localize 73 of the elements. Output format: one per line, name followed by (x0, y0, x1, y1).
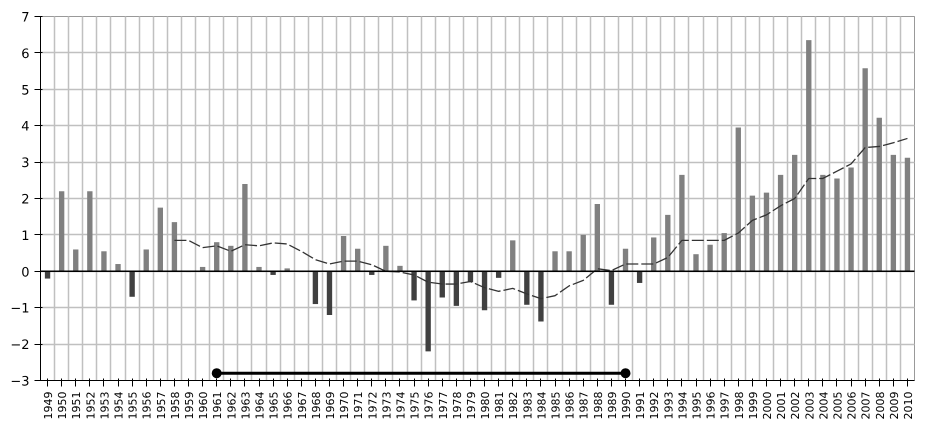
x-tick-label: 1964 (254, 391, 266, 420)
x-tick-label: 1970 (338, 391, 352, 420)
y-tick-label: 1 (21, 228, 30, 244)
x-tick-label: 1956 (140, 391, 154, 420)
y-tick-label: 4 (21, 120, 30, 135)
x-tick-label: 1958 (168, 391, 182, 420)
y-tick-label: 6 (21, 46, 30, 62)
x-tick-label: 1965 (268, 391, 281, 420)
x-tick-label: 1949 (42, 391, 56, 420)
x-tick-label: 1987 (578, 391, 591, 420)
x-tick-label: 1996 (704, 391, 718, 420)
x-tick-label: 1972 (366, 391, 380, 420)
x-tick-label: 1979 (464, 391, 478, 420)
x-tick-label: 2005 (831, 391, 844, 420)
x-tick-label: 1978 (450, 391, 464, 420)
y-tick-label: −3 (10, 374, 30, 390)
x-tick-label: 2000 (760, 391, 774, 420)
x-tick-label: 1968 (310, 391, 323, 420)
x-tick-label: 1975 (408, 391, 422, 420)
x-tick-label: 1999 (746, 391, 760, 420)
x-tick-label: 1967 (296, 391, 309, 420)
y-tick-label: −1 (10, 302, 30, 317)
x-tick-label: 1986 (564, 391, 577, 420)
x-tick-label: 2001 (775, 391, 788, 420)
x-tick-label: 1990 (620, 391, 634, 420)
x-tick-label: 1991 (634, 391, 648, 420)
x-tick-label: 1980 (479, 391, 492, 420)
x-tick-label: 1960 (197, 391, 210, 420)
x-tick-label: 1985 (550, 391, 563, 420)
x-tick-label: 1974 (394, 391, 408, 420)
x-tick-label: 1992 (648, 391, 662, 420)
y-tick-label: 2 (21, 192, 30, 208)
x-tick-label: 1951 (70, 391, 84, 420)
x-tick-label: 1955 (126, 391, 140, 420)
y-tick-label: −2 (10, 338, 30, 354)
x-tick-label: 1998 (732, 391, 746, 420)
x-tick-label: 1950 (56, 391, 70, 420)
x-tick-label: 1973 (380, 391, 394, 420)
x-tick-label: 2007 (860, 391, 873, 420)
x-tick-label: 2004 (817, 391, 830, 420)
x-tick-label: 2002 (789, 391, 802, 420)
x-tick-label: 1962 (225, 391, 238, 420)
y-tick-label: 3 (21, 156, 30, 172)
x-tick-label: 1966 (282, 391, 295, 420)
y-tick-label: 0 (21, 265, 30, 280)
y-tick-label: 5 (21, 83, 30, 98)
x-tick-label: 1997 (718, 391, 732, 420)
x-tick-label: 1954 (112, 391, 126, 420)
x-tick-label: 1988 (592, 391, 605, 420)
x-tick-label: 2008 (874, 391, 887, 420)
x-tick-label: 2003 (803, 391, 816, 420)
y-tick-label: 7 (21, 10, 30, 26)
x-tick-label: 1983 (521, 391, 534, 420)
x-tick-label: 1961 (211, 391, 224, 420)
x-tick-label: 2010 (902, 391, 915, 420)
x-tick-label: 1977 (436, 391, 450, 420)
x-tick-label: 1952 (84, 391, 98, 420)
x-tick-label: 1963 (239, 391, 252, 420)
x-tick-label: 1953 (98, 391, 112, 420)
x-tick-label: 1982 (507, 391, 520, 420)
x-tick-label: 1976 (422, 391, 436, 420)
x-tick-label: 1971 (352, 391, 366, 420)
x-tick-label: 1994 (676, 391, 690, 420)
x-tick-label: 1984 (535, 391, 548, 420)
x-tick-label: 1981 (493, 391, 506, 420)
x-tick-label: 1993 (662, 391, 676, 420)
x-tick-label: 2006 (846, 391, 859, 420)
x-tick-label: 1989 (606, 391, 619, 420)
x-tick-label: 1959 (183, 391, 196, 420)
x-tick-label: 1957 (154, 391, 168, 420)
x-tick-label: 1995 (690, 391, 704, 420)
x-tick-label: 2009 (888, 391, 901, 420)
x-tick-label: 1969 (324, 391, 337, 420)
